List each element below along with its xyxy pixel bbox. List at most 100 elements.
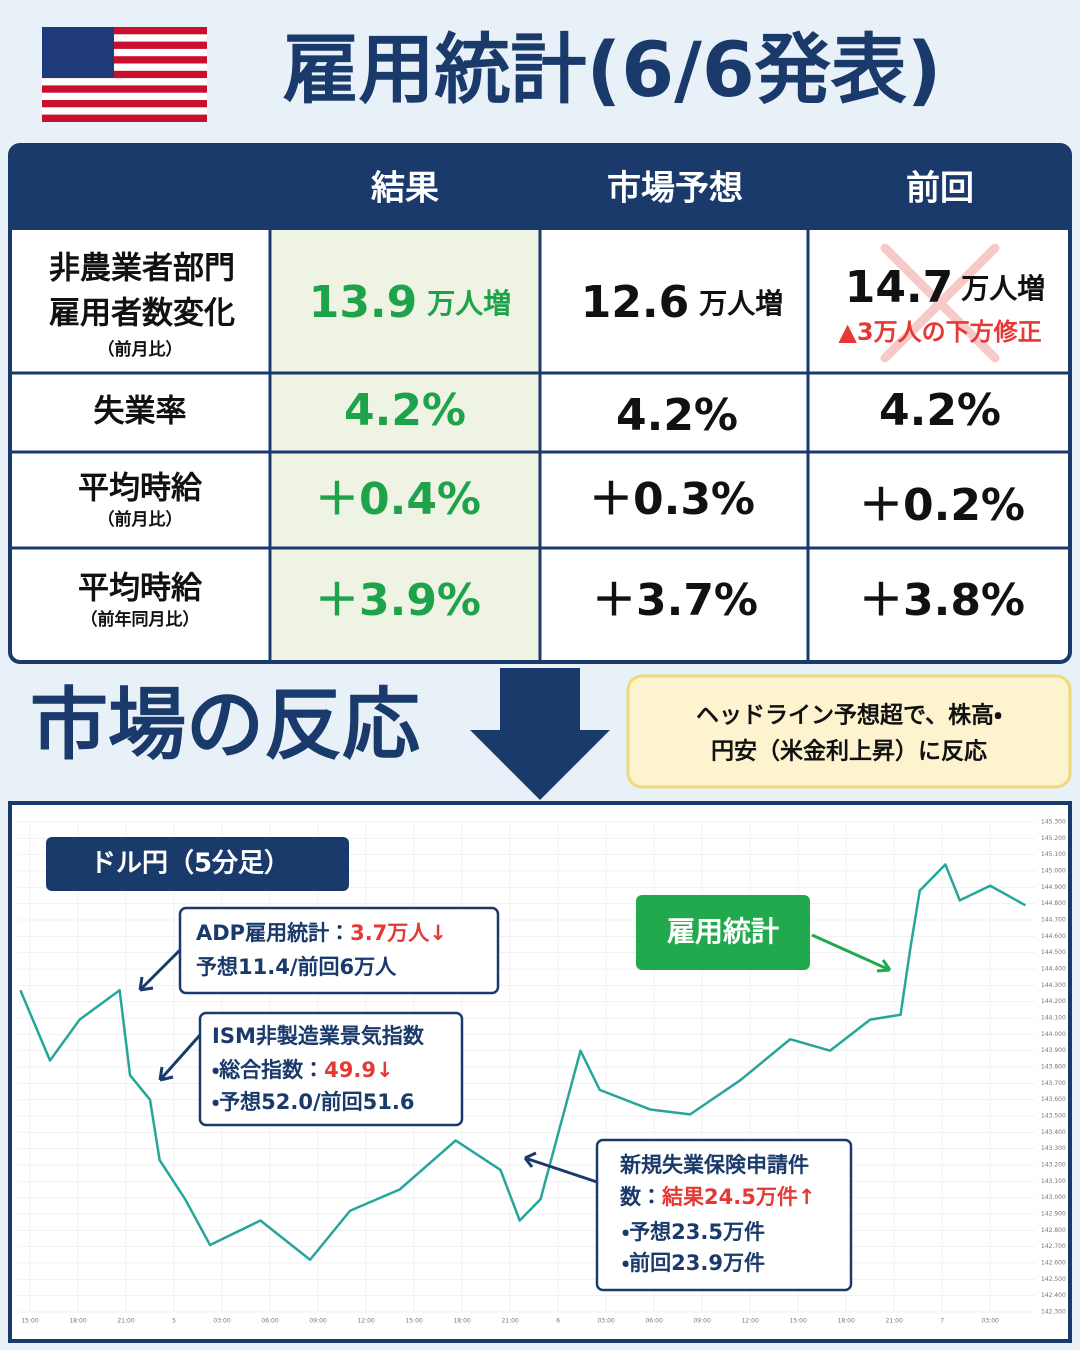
annotation-text: ・予想23.5万件 bbox=[622, 1220, 765, 1244]
y-tick-label: 142.500 bbox=[1041, 1276, 1066, 1283]
column-header: 市場予想 bbox=[607, 169, 743, 209]
row-label: 平均時給 bbox=[78, 571, 203, 607]
y-tick-label: 144.800 bbox=[1041, 900, 1066, 907]
x-tick-label: 15:00 bbox=[21, 1318, 38, 1325]
x-tick-label: 06:00 bbox=[645, 1318, 662, 1325]
cell-value: 4.2% bbox=[344, 385, 466, 436]
price-line bbox=[19, 863, 1027, 1261]
x-tick-label: 6 bbox=[556, 1318, 560, 1325]
x-tick-label: 7 bbox=[940, 1318, 944, 1325]
row-label: 非農業者部門 bbox=[49, 251, 235, 287]
x-tick-label: 03:00 bbox=[597, 1318, 614, 1325]
annotation-text: 雇用統計 bbox=[667, 915, 779, 948]
column-header: 前回 bbox=[906, 169, 974, 209]
y-tick-label: 144.700 bbox=[1041, 917, 1066, 924]
cell-value: 4.2% bbox=[616, 390, 738, 441]
y-tick-label: 143.300 bbox=[1041, 1145, 1066, 1152]
revision-note: ▲3万人の下方修正 bbox=[838, 318, 1041, 346]
column-header: 結果 bbox=[371, 169, 439, 209]
x-tick-label: 21:00 bbox=[117, 1318, 134, 1325]
annotation-text: ADP雇用統計： bbox=[196, 921, 350, 945]
y-tick-label: 143.700 bbox=[1041, 1080, 1066, 1087]
row-sublabel: （前月比） bbox=[98, 339, 183, 360]
y-tick-label: 144.900 bbox=[1041, 884, 1066, 891]
note-box bbox=[626, 674, 1072, 789]
y-tick-label: 143.900 bbox=[1041, 1047, 1066, 1054]
cell-value: 12.6 bbox=[581, 277, 690, 328]
note-text: ヘッドライン予想超で、株高・ bbox=[696, 703, 1002, 729]
y-tick-label: 144.500 bbox=[1041, 949, 1066, 956]
annotation-box bbox=[595, 1138, 853, 1292]
x-tick-label: 21:00 bbox=[501, 1318, 518, 1325]
annotation-box bbox=[636, 895, 810, 970]
row-label: 雇用者数変化 bbox=[49, 296, 235, 332]
results-table: 結果 市場予想 前回 非農業者部門 雇用者数変化 （前月比） 13.9 万人増 1… bbox=[8, 143, 1072, 664]
cell-value: ＋0.3% bbox=[589, 474, 755, 525]
x-tick-label: 15:00 bbox=[790, 1318, 807, 1325]
y-tick-label: 142.900 bbox=[1041, 1211, 1066, 1218]
x-tick-label: 12:00 bbox=[357, 1318, 374, 1325]
x-tick-label: 18:00 bbox=[838, 1318, 855, 1325]
cell-unit: 万人増 bbox=[427, 287, 511, 320]
x-tick-label: 18:00 bbox=[453, 1318, 470, 1325]
y-tick-label: 142.400 bbox=[1041, 1292, 1066, 1299]
svg-text:ADP雇用統計：3.7万人↓: ADP雇用統計：3.7万人↓ bbox=[196, 921, 447, 945]
svg-text:数：結果24.5万件↑: 数：結果24.5万件↑ bbox=[619, 1185, 815, 1209]
y-tick-label: 144.400 bbox=[1041, 966, 1066, 973]
svg-text:・総合指数：49.9↓: ・総合指数：49.9↓ bbox=[212, 1058, 394, 1082]
x-tick-label: 21:00 bbox=[886, 1318, 903, 1325]
chart-frame bbox=[8, 801, 1072, 1343]
us-flag bbox=[42, 27, 207, 122]
x-tick-label: 03:00 bbox=[213, 1318, 230, 1325]
cell-value: ＋0.2% bbox=[859, 480, 1025, 531]
annotation-arrow bbox=[811, 933, 892, 973]
y-tick-label: 145.300 bbox=[1041, 819, 1066, 826]
annotation-text: ISM非製造業景気指数 bbox=[212, 1024, 425, 1048]
x-tick-label: 03:00 bbox=[982, 1318, 999, 1325]
y-tick-label: 142.800 bbox=[1041, 1227, 1066, 1234]
x-tick-label: 12:00 bbox=[741, 1318, 758, 1325]
cell-unit: 万人増 bbox=[961, 272, 1045, 305]
y-tick-label: 143.100 bbox=[1041, 1178, 1066, 1185]
cell-value: ＋0.4% bbox=[315, 474, 481, 525]
y-tick-label: 145.000 bbox=[1041, 868, 1066, 875]
y-tick-label: 144.000 bbox=[1041, 1031, 1066, 1038]
x-tick-label: 06:00 bbox=[261, 1318, 278, 1325]
annotation-text: 予想11.4/前回6万人 bbox=[196, 955, 397, 979]
x-tick-label: 15:00 bbox=[405, 1318, 422, 1325]
y-tick-label: 143.800 bbox=[1041, 1064, 1066, 1071]
y-tick-label: 142.700 bbox=[1041, 1243, 1066, 1250]
note-text: 円安（米金利上昇）に反応 bbox=[711, 738, 987, 765]
y-tick-label: 143.000 bbox=[1041, 1194, 1066, 1201]
chart-title: ドル円（5分足） bbox=[90, 849, 290, 879]
y-tick-label: 142.600 bbox=[1041, 1260, 1066, 1267]
annotation-highlight: 3.7万人↓ bbox=[350, 921, 447, 945]
cell-value: ＋3.7% bbox=[592, 575, 758, 626]
y-tick-label: 144.600 bbox=[1041, 933, 1066, 940]
row-sublabel: （前月比） bbox=[98, 509, 183, 530]
cell-value: 13.9 bbox=[309, 277, 418, 328]
y-tick-label: 144.200 bbox=[1041, 998, 1066, 1005]
section-heading: 市場の反応 bbox=[30, 680, 420, 770]
x-tick-label: 18:00 bbox=[69, 1318, 86, 1325]
x-tick-label: 09:00 bbox=[309, 1318, 326, 1325]
cell-unit: 万人増 bbox=[699, 287, 783, 320]
y-tick-label: 143.500 bbox=[1041, 1113, 1066, 1120]
annotation-highlight: 結果24.5万件↑ bbox=[661, 1185, 815, 1209]
annotation-text: ・総合指数： bbox=[212, 1058, 324, 1082]
cell-value: ＋3.8% bbox=[859, 575, 1025, 626]
y-tick-label: 143.400 bbox=[1041, 1129, 1066, 1136]
cell-value: 4.2% bbox=[879, 385, 1001, 436]
y-tick-label: 145.200 bbox=[1041, 835, 1066, 842]
chart-title-box bbox=[46, 837, 349, 891]
annotation-arrows bbox=[138, 948, 598, 1184]
row-label: 平均時給 bbox=[78, 471, 203, 507]
annotation-text: 新規失業保険申請件 bbox=[619, 1153, 809, 1177]
down-arrow bbox=[470, 668, 610, 800]
y-tick-label: 145.100 bbox=[1041, 851, 1066, 858]
annotation-text: ・予想52.0/前回51.6 bbox=[212, 1090, 414, 1114]
